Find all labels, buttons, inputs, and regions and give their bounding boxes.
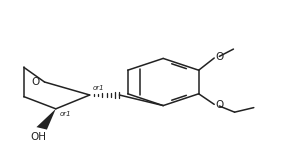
Text: or1: or1 — [93, 85, 105, 91]
Text: O: O — [216, 100, 224, 110]
Text: O: O — [31, 77, 39, 87]
Text: O: O — [216, 52, 224, 62]
Polygon shape — [36, 109, 56, 130]
Text: or1: or1 — [59, 111, 71, 117]
Text: OH: OH — [31, 132, 47, 142]
